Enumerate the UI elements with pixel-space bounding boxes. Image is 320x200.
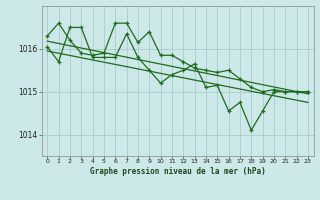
X-axis label: Graphe pression niveau de la mer (hPa): Graphe pression niveau de la mer (hPa) bbox=[90, 167, 266, 176]
